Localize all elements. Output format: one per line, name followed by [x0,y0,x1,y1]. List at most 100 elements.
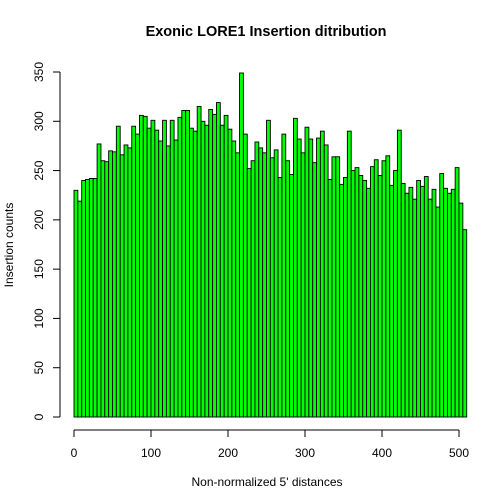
histogram-bar [247,169,251,417]
histogram-bar [143,116,147,417]
histogram-bar [401,183,405,417]
histogram-bar [240,73,244,417]
histogram-bar [209,109,213,417]
histogram-bar [89,178,93,417]
histogram-bar [116,126,120,417]
histogram-bar [320,131,324,417]
histogram-bar [101,161,105,417]
histogram-bar [317,138,321,417]
histogram-bar [132,126,136,417]
histogram-bar [193,131,197,417]
histogram-bar [355,168,359,417]
histogram-bar [232,141,236,417]
histogram-bar [455,168,459,417]
histogram-bar [105,162,109,417]
histogram-bar [394,171,398,417]
histogram-bar [374,160,378,417]
x-tick-label: 200 [218,446,238,460]
histogram-bar [340,184,344,417]
histogram-bar [224,115,228,417]
histogram-bar [136,134,140,417]
histogram-bar [397,130,401,417]
histogram-bar [124,145,128,417]
histogram-bar [421,186,425,417]
histogram-bar [166,146,170,417]
histogram-bar [186,110,190,417]
histogram-bar [93,178,97,417]
histogram-bar [382,161,386,417]
histogram-bar [78,201,82,417]
histogram-bar [447,193,451,417]
histogram-bar [417,180,421,417]
histogram-bar [444,188,448,417]
histogram-bar [359,176,363,418]
x-tick-label: 100 [141,446,161,460]
y-tick-label: 100 [32,308,46,328]
histogram-bar [332,157,336,417]
histogram-bar [386,156,390,417]
histogram-bar [324,145,328,417]
histogram-bar [440,174,444,417]
histogram-bar [424,176,428,417]
histogram-bar [405,193,409,417]
histogram-bar [274,150,278,417]
histogram-bar [128,148,132,417]
histogram-bar [216,103,220,417]
y-axis-label: Insertion counts [2,203,16,288]
histogram-bar [255,142,259,417]
y-tick-label: 200 [32,210,46,230]
histogram-bar [409,187,413,417]
x-tick-label: 500 [449,446,469,460]
y-tick-label: 0 [32,413,46,420]
histogram-bar [178,117,182,417]
histogram-bar [155,130,159,417]
histogram-bar [243,134,247,417]
y-tick-label: 350 [32,62,46,82]
y-tick-label: 250 [32,160,46,180]
histogram-bar [190,128,194,417]
histogram-bar [82,180,86,417]
histogram-bar [363,180,367,417]
histogram-bar [290,175,294,417]
histogram-bar [413,199,417,417]
histogram-bar [170,120,174,417]
histogram-bar [236,153,240,417]
x-tick-label: 300 [295,446,315,460]
histogram-bar [109,151,113,417]
histogram-bar [328,179,332,417]
histogram-bar [163,120,167,417]
histogram-bar [74,190,78,417]
x-axis: 0 100 200 300 400 500 [71,430,470,460]
y-axis: 0 50 100 150 200 250 300 350 [32,62,60,421]
bars-group [74,73,467,417]
histogram-bar [297,139,301,417]
histogram-bar [159,141,163,417]
histogram-bar [139,115,143,417]
x-tick-label: 0 [71,446,78,460]
histogram-bar [378,176,382,418]
histogram-bar [86,179,90,417]
histogram-bar [428,199,432,417]
histogram-bar [370,167,374,417]
histogram-bar [282,134,286,417]
y-tick-label: 50 [32,361,46,375]
histogram-bar [263,153,267,417]
histogram-bar [367,188,371,417]
histogram-bar [451,189,455,417]
histogram-bar [267,120,271,417]
histogram-bar [270,158,274,417]
histogram-bar [220,125,224,417]
histogram-bar [351,171,355,417]
histogram-bar [147,128,151,417]
histogram-bar [436,207,440,417]
histogram-bar [182,110,186,417]
histogram-bar [197,107,201,418]
histogram-bar [251,161,255,417]
histogram-bar [463,230,467,417]
y-tick-label: 300 [32,111,46,131]
x-axis-label: Non-normalized 5' distances [191,475,342,489]
histogram-bar [293,118,297,417]
histogram-bar [213,114,217,417]
histogram-bar [278,177,282,417]
